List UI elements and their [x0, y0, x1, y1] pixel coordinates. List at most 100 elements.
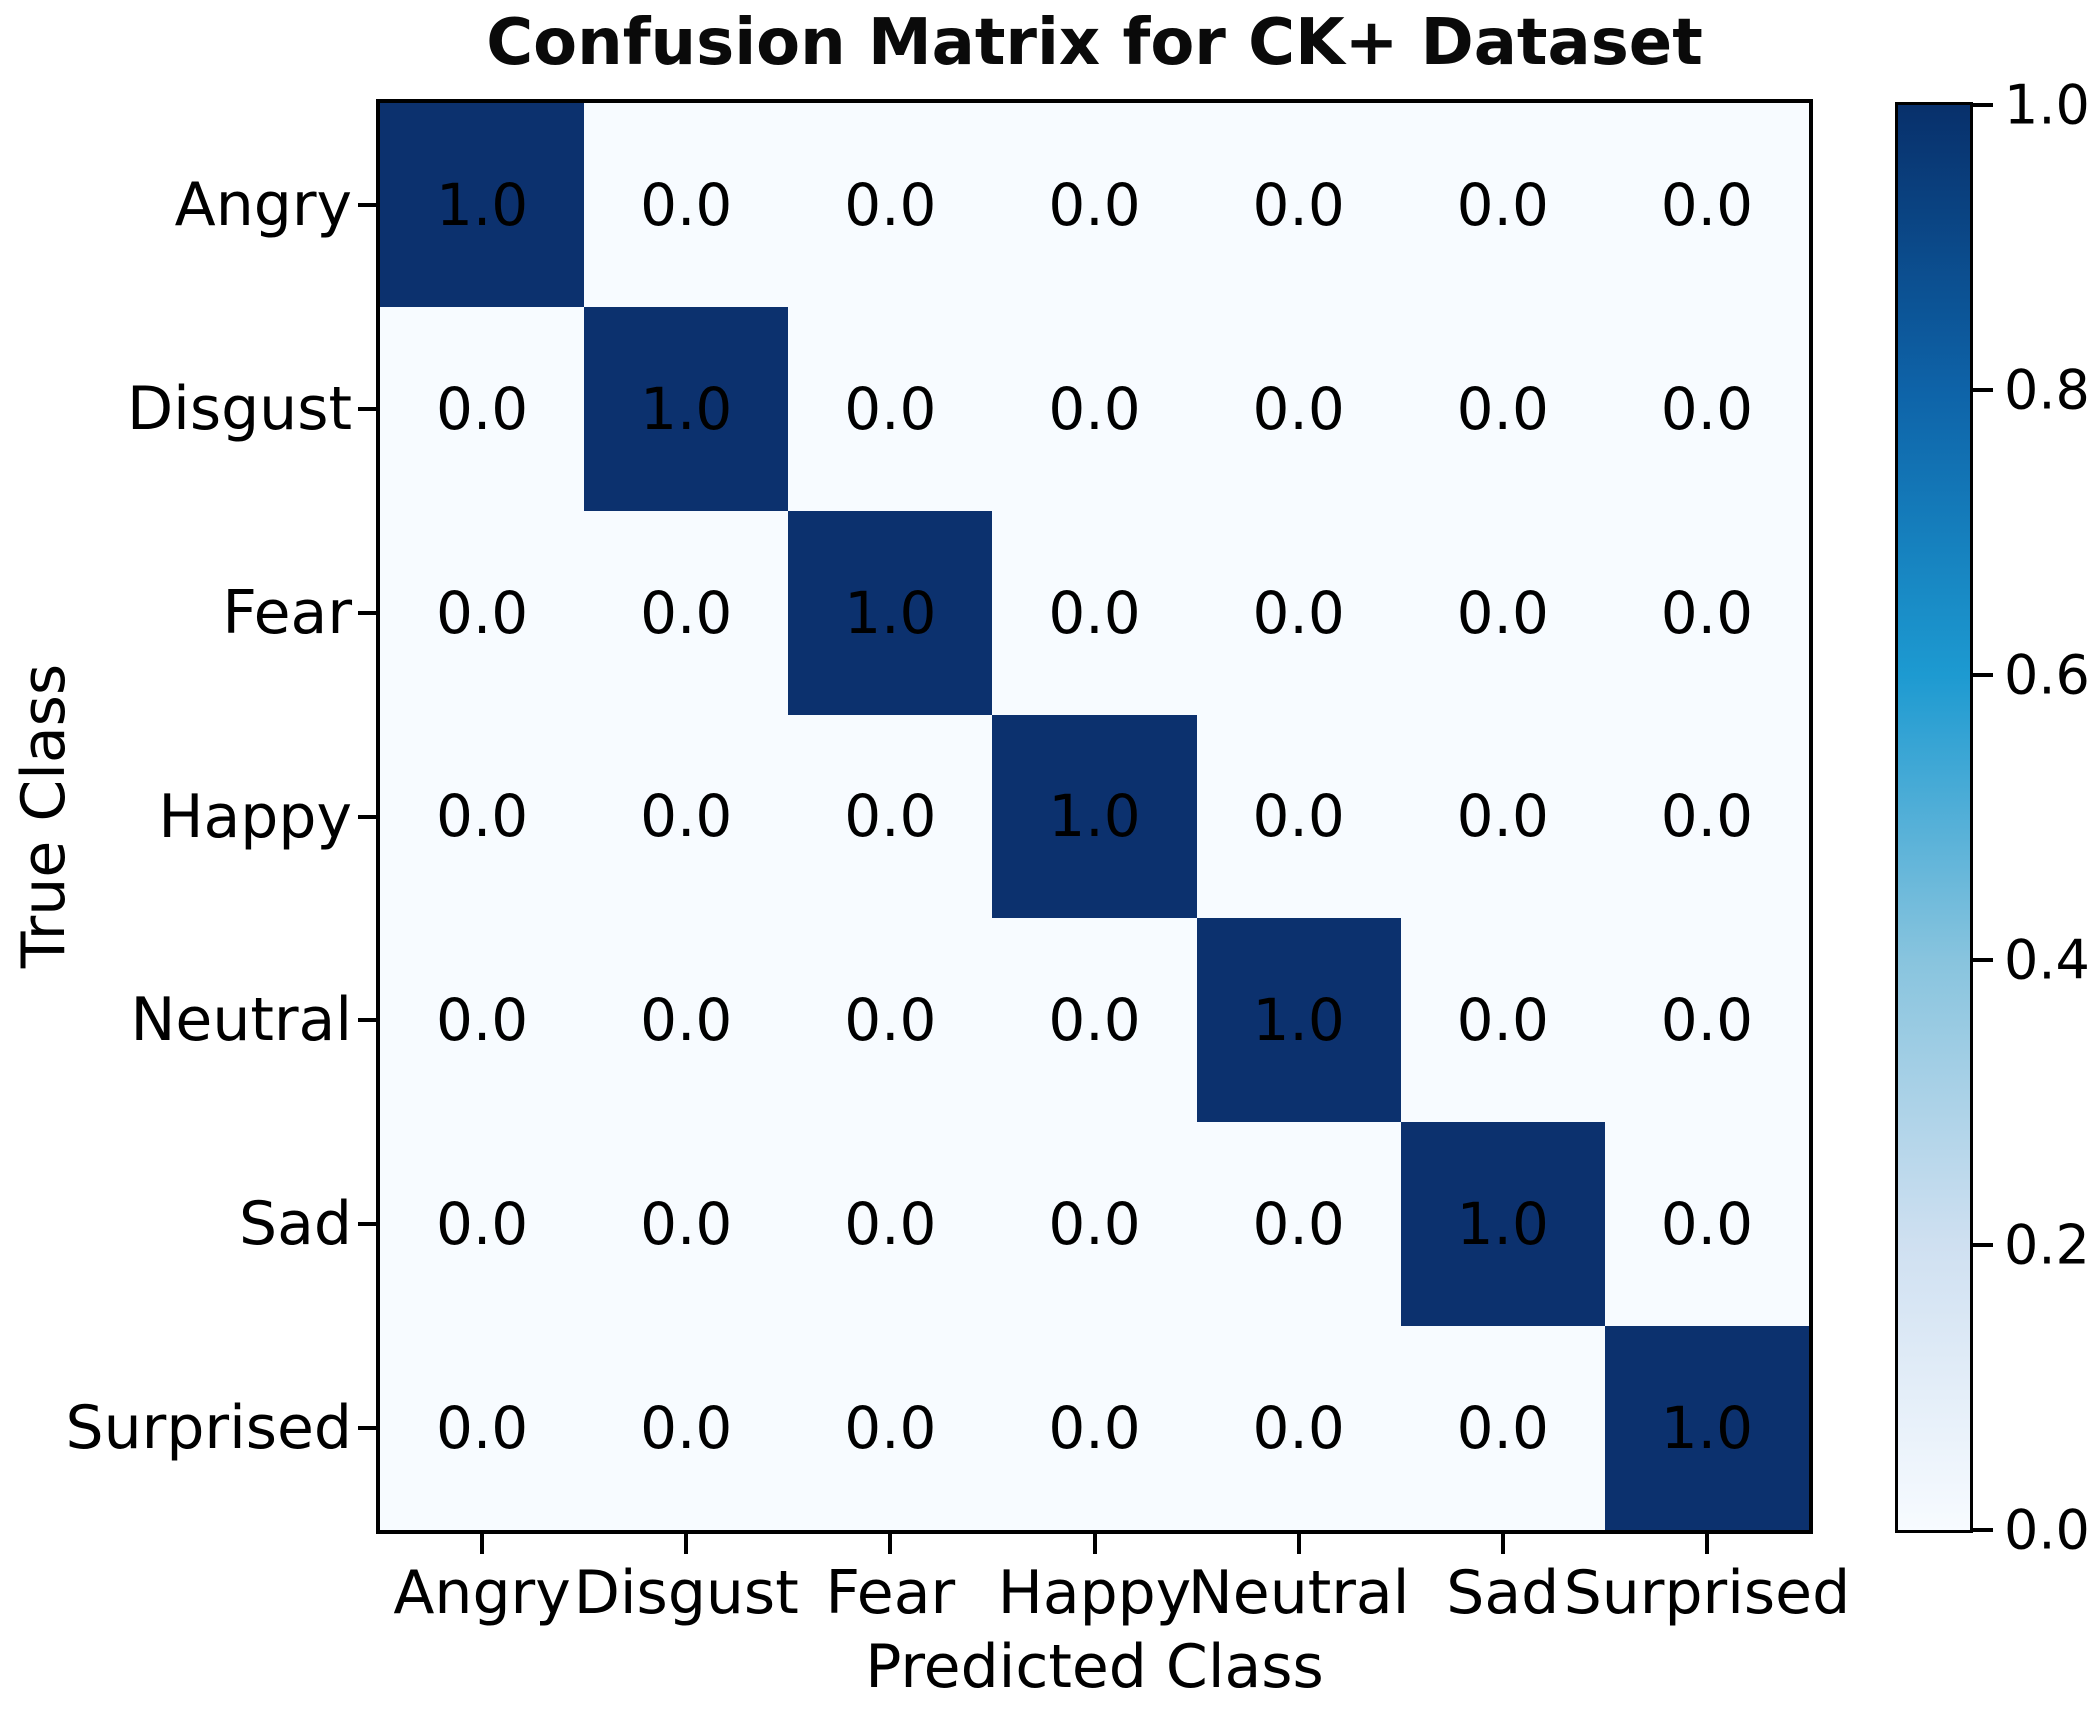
cell-value: 0.0: [844, 782, 937, 851]
cell-value: 0.0: [1252, 782, 1345, 851]
matrix-cell: 0.0: [992, 103, 1197, 307]
matrix-cell: 0.0: [992, 1122, 1197, 1327]
x-tick-mark: [888, 1534, 893, 1554]
cell-value: 0.0: [1252, 1190, 1345, 1259]
matrix-cell: 1.0: [788, 510, 993, 715]
matrix-cell: 0.0: [380, 1326, 585, 1530]
heatmap-grid: 1.0 0.0 0.0 0.0 0.0 0.0 0.0 0.0 1.0 0.0 0.0 0.0 0.0 0…: [380, 103, 1809, 1530]
x-tick-mark: [1092, 1534, 1097, 1554]
cell-value: 0.0: [640, 170, 733, 239]
x-tick-mark: [480, 1534, 485, 1554]
matrix-cell: 0.0: [1400, 714, 1605, 919]
matrix-cell: 0.0: [788, 306, 993, 511]
colorbar-tick-label: 0.2: [2004, 1213, 2090, 1277]
colorbar-tick-mark: [1973, 1243, 1993, 1247]
matrix-cell: 0.0: [1604, 103, 1809, 307]
cell-value: 0.0: [1048, 986, 1141, 1055]
cell-value: 0.0: [1252, 578, 1345, 647]
x-axis-title: Predicted Class: [865, 1632, 1324, 1702]
matrix-cell: 1.0: [1196, 918, 1401, 1123]
matrix-cell: 0.0: [1400, 103, 1605, 307]
cell-value: 0.0: [1048, 170, 1141, 239]
matrix-cell: 0.0: [1604, 918, 1809, 1123]
colorbar-tick-label: 1.0: [2004, 73, 2090, 137]
colorbar-tick-mark: [1973, 103, 1993, 107]
matrix-cell: 0.0: [788, 1122, 993, 1327]
colorbar-tick-mark: [1973, 388, 1993, 392]
matrix-cell: 0.0: [1604, 510, 1809, 715]
cell-value: 0.0: [1456, 170, 1549, 239]
matrix-cell: 0.0: [380, 918, 585, 1123]
cell-value: 0.0: [640, 986, 733, 1055]
cell-value: 0.0: [1456, 578, 1549, 647]
matrix-cell: 1.0: [1400, 1122, 1605, 1327]
cell-value: 1.0: [640, 374, 733, 443]
colorbar-tick-mark: [1973, 673, 1993, 677]
matrix-cell: 0.0: [1604, 306, 1809, 511]
cell-value: 0.0: [435, 578, 529, 647]
matrix-cell: 0.0: [992, 918, 1197, 1123]
cell-value: 0.0: [1660, 782, 1754, 851]
matrix-cell: 0.0: [1196, 103, 1401, 307]
cell-value: 0.0: [1456, 782, 1549, 851]
matrix-cell: 0.0: [380, 714, 585, 919]
cell-value: 1.0: [844, 578, 937, 647]
y-tick-mark: [358, 814, 378, 819]
matrix-cell: 0.0: [380, 306, 585, 511]
cell-value: 0.0: [844, 1190, 937, 1259]
cell-value: 0.0: [1252, 1394, 1345, 1463]
matrix-cell: 0.0: [1400, 306, 1605, 511]
matrix-cell: 0.0: [788, 714, 993, 919]
cell-value: 0.0: [844, 170, 937, 239]
x-tick-mark: [1296, 1534, 1301, 1554]
y-tick-label: Neutral: [130, 985, 352, 1056]
y-tick-label: Angry: [174, 169, 352, 240]
cell-value: 1.0: [1048, 782, 1141, 851]
x-tick-label: Angry: [393, 1558, 571, 1628]
matrix-cell: 0.0: [992, 1326, 1197, 1530]
matrix-cell: 0.0: [584, 510, 789, 715]
matrix-cell: 0.0: [584, 1122, 789, 1327]
y-tick-label: Fear: [222, 577, 352, 648]
matrix-cell: 0.0: [1196, 306, 1401, 511]
cell-value: 1.0: [435, 170, 529, 239]
matrix-cell: 0.0: [992, 306, 1197, 511]
matrix-cell: 0.0: [1400, 918, 1605, 1123]
matrix-cell: 0.0: [788, 1326, 993, 1530]
colorbar-tick-label: 0.8: [2004, 358, 2090, 422]
cell-value: 0.0: [1660, 986, 1754, 1055]
cell-value: 0.0: [640, 782, 733, 851]
cell-value: 0.0: [435, 1394, 529, 1463]
cell-value: 0.0: [1048, 578, 1141, 647]
matrix-cell: 0.0: [584, 103, 789, 307]
matrix-cell: 0.0: [380, 510, 585, 715]
cell-value: 0.0: [640, 578, 733, 647]
cell-value: 0.0: [435, 782, 529, 851]
colorbar-tick-label: 0.6: [2004, 643, 2090, 707]
cell-value: 0.0: [1660, 374, 1754, 443]
y-tick-mark: [358, 1426, 378, 1431]
matrix-cell: 0.0: [992, 510, 1197, 715]
x-tick-label: Neutral: [1187, 1558, 1410, 1628]
colorbar-tick-label: 0.4: [2004, 928, 2090, 992]
matrix-cell: 0.0: [584, 1326, 789, 1530]
matrix-cell: 1.0: [584, 306, 789, 511]
x-tick-mark: [684, 1534, 689, 1554]
matrix-cell: 0.0: [1196, 1122, 1401, 1327]
cell-value: 0.0: [1252, 170, 1345, 239]
x-tick-label: Fear: [825, 1558, 956, 1628]
y-tick-label: Happy: [158, 781, 352, 852]
cell-value: 0.0: [1660, 578, 1754, 647]
cell-value: 0.0: [844, 374, 937, 443]
y-tick-mark: [358, 1222, 378, 1227]
cell-value: 0.0: [640, 1394, 733, 1463]
cell-value: 0.0: [1048, 1190, 1141, 1259]
matrix-cell: 0.0: [1196, 714, 1401, 919]
matrix-cell: 0.0: [788, 103, 993, 307]
cell-value: 0.0: [844, 986, 937, 1055]
cell-value: 1.0: [1660, 1394, 1754, 1463]
cell-value: 0.0: [844, 1394, 937, 1463]
cell-value: 0.0: [1660, 1190, 1754, 1259]
y-tick-label: Disgust: [126, 373, 352, 444]
colorbar-tick-label: 0.0: [2004, 1498, 2090, 1562]
